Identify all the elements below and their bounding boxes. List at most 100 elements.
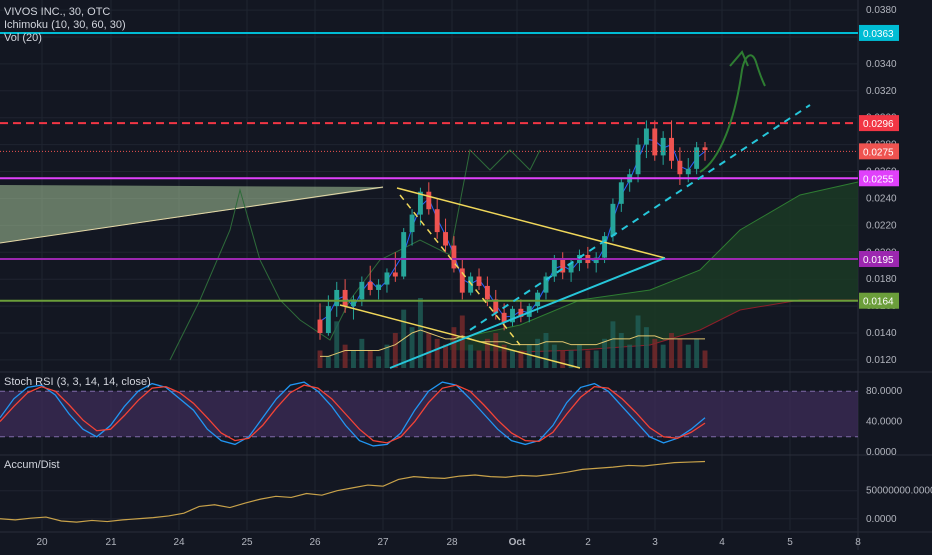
candle-body <box>459 268 465 293</box>
volume-bar <box>434 338 440 368</box>
volume-bar <box>694 338 700 368</box>
ichimoku-chikou <box>169 148 541 361</box>
candle-body <box>476 276 482 286</box>
volume-bar <box>317 350 323 368</box>
volume-bar <box>568 350 574 368</box>
volume-bar <box>677 338 683 368</box>
level-tag-label: 0.0296 <box>863 119 894 130</box>
volume-bar <box>643 327 649 368</box>
stoch-d-line <box>0 384 706 444</box>
candle-body <box>560 259 566 273</box>
level-tag-label: 0.0195 <box>863 255 894 266</box>
candle-body <box>635 144 641 175</box>
wedge-edge <box>0 186 384 244</box>
volume-bar <box>593 350 599 368</box>
time-tick-label: 5 <box>787 537 793 548</box>
symbol-title[interactable]: VIVOS INC., 30, OTC <box>4 6 111 18</box>
candle-body <box>468 276 474 293</box>
volume-bar <box>618 333 624 368</box>
stoch-tick-label: 40.0000 <box>866 417 903 428</box>
candle-body <box>694 147 700 169</box>
volume-bar <box>526 344 532 368</box>
volume-bar <box>325 356 331 368</box>
candle-body <box>677 160 683 175</box>
trendline-lower <box>339 304 581 369</box>
volume-bar <box>359 338 365 368</box>
volume-bar <box>426 333 432 368</box>
volume-bar <box>510 350 515 368</box>
trendline-support <box>389 257 666 369</box>
candle-body <box>334 289 340 307</box>
level-tag <box>859 24 899 41</box>
vol-label[interactable]: Vol (20) <box>4 32 42 44</box>
stoch-label[interactable]: Stoch RSI (3, 3, 14, 14, close) <box>4 376 151 388</box>
candle-body <box>493 299 499 313</box>
volume-bar <box>476 350 482 368</box>
volume-bar <box>443 344 449 368</box>
price-tick-label: 0.0120 <box>866 355 897 366</box>
time-tick-label: 28 <box>446 537 458 548</box>
volume-bar <box>543 333 549 368</box>
volume-bar <box>367 350 373 368</box>
time-tick-label: 3 <box>652 537 658 548</box>
accum-tick-label: 0.0000 <box>866 514 897 525</box>
candle-body <box>351 299 356 307</box>
volume-bar <box>493 333 499 368</box>
candle-body <box>443 232 449 246</box>
trendline-upper <box>396 187 666 259</box>
candle-body <box>643 128 649 145</box>
candle-body <box>652 128 658 156</box>
candle-body <box>409 214 415 233</box>
volume-bar <box>334 321 340 368</box>
volume-bar <box>468 344 474 368</box>
ichimoku-cloud <box>450 182 858 352</box>
time-tick-label: 20 <box>36 537 48 548</box>
trendline-dashed-cyan <box>469 104 811 331</box>
volume-bar <box>392 333 398 368</box>
candle-body <box>401 232 407 277</box>
candle-body <box>317 319 323 334</box>
volume-bar <box>551 344 557 368</box>
volume-bar <box>451 327 457 368</box>
volume-bar <box>535 338 541 368</box>
candle-body <box>384 272 390 285</box>
price-tick-label: 0.0240 <box>866 193 897 204</box>
volume-bar <box>576 344 582 368</box>
time-tick-label: 4 <box>719 537 725 548</box>
candle-body <box>535 292 541 307</box>
volume-bar <box>610 321 616 368</box>
candle-body <box>685 168 691 175</box>
candle-body <box>610 203 616 237</box>
candle-body <box>376 284 382 290</box>
projection-arrowhead <box>729 50 749 67</box>
candle-body <box>417 191 423 215</box>
volume-bar <box>602 338 608 368</box>
candle-body <box>501 312 507 323</box>
time-tick-label: 2 <box>585 537 591 548</box>
volume-bar <box>484 338 490 368</box>
volume-bar <box>685 344 691 368</box>
time-tick-label: 27 <box>377 537 389 548</box>
volume-bar <box>384 344 390 368</box>
candle-body <box>367 281 373 290</box>
candle-body <box>426 191 432 210</box>
accum-label[interactable]: Accum/Dist <box>4 459 60 471</box>
ichimoku-label[interactable]: Ichimoku (10, 30, 60, 30) <box>4 19 126 31</box>
candle-body <box>392 272 398 277</box>
time-tick-label: 8 <box>855 537 861 548</box>
volume-bar <box>459 315 465 368</box>
level-tag <box>859 292 899 309</box>
candle-body <box>518 308 524 317</box>
candle-body <box>568 263 574 273</box>
candle-body <box>618 182 624 204</box>
candle-body <box>342 289 348 307</box>
price-tick-label: 0.0220 <box>866 220 897 231</box>
level-tag <box>859 170 899 187</box>
volume-ma-line <box>320 329 705 357</box>
price-tick-label: 0.0140 <box>866 328 897 339</box>
level-tag-label: 0.0164 <box>863 297 894 308</box>
stoch-tick-label: 0.0000 <box>866 447 897 458</box>
price-tick-label: 0.0380 <box>866 5 897 16</box>
